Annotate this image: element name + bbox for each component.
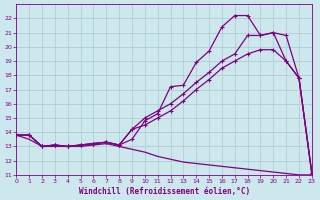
X-axis label: Windchill (Refroidissement éolien,°C): Windchill (Refroidissement éolien,°C) <box>78 187 250 196</box>
